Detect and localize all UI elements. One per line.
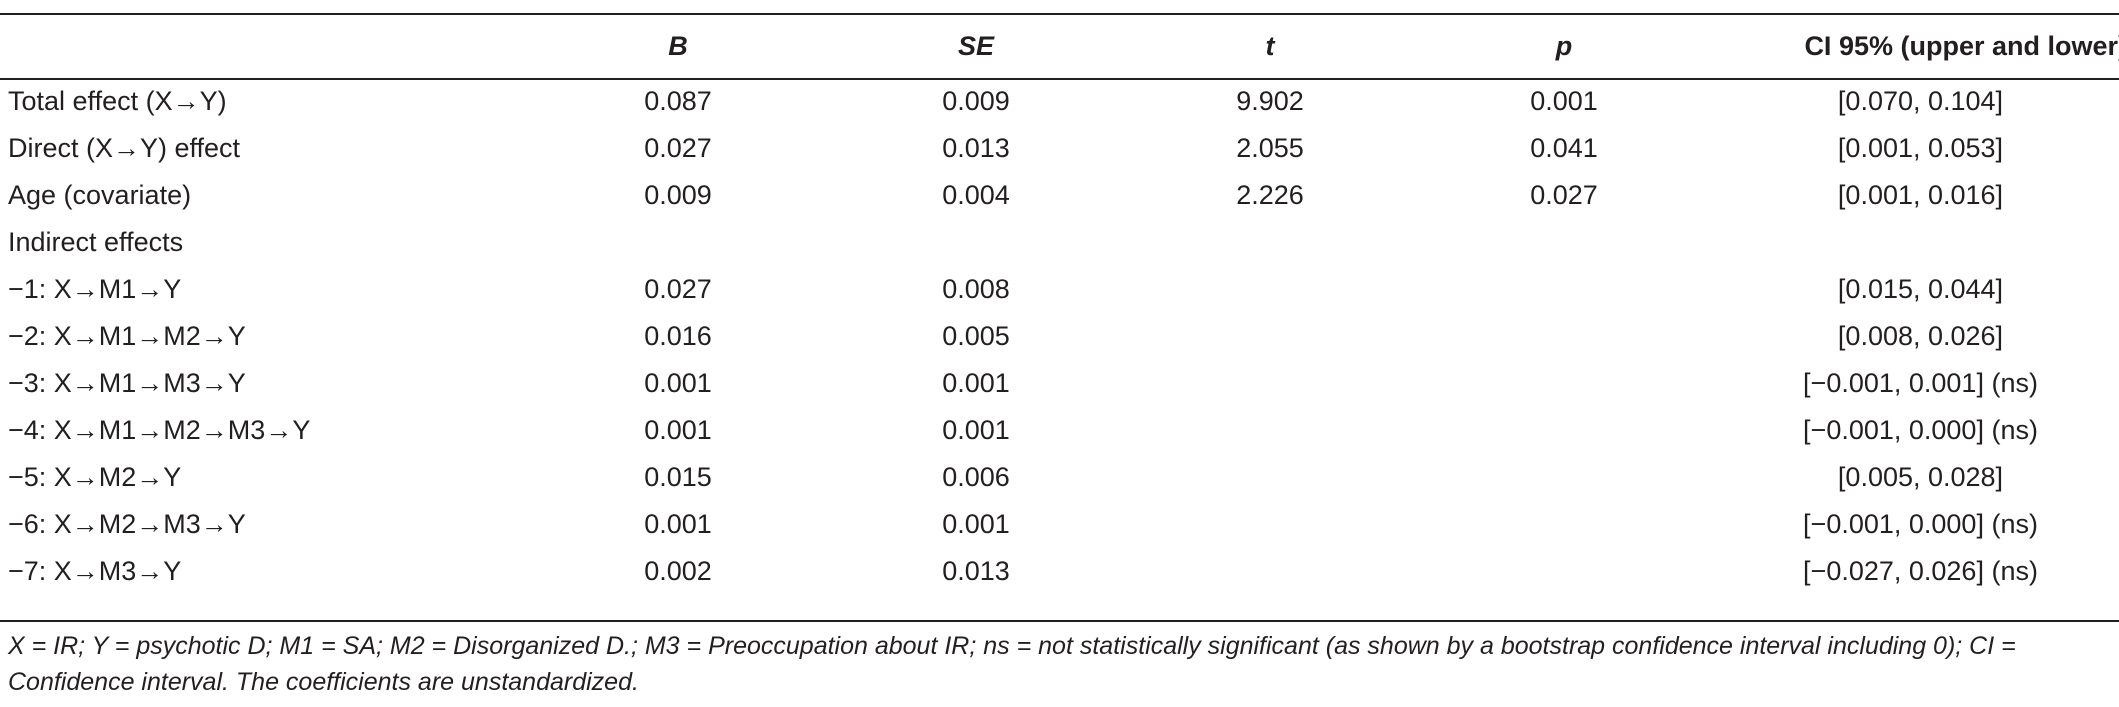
- cell-ci: [0.001, 0.016]: [1837, 180, 2004, 210]
- cell-ci: [−0.027, 0.026] (ns): [1803, 556, 2038, 586]
- cell-label: −2: X→M1→M2→Y: [8, 321, 246, 351]
- cell-b: [528, 219, 828, 266]
- cell-p: [1416, 501, 1712, 548]
- cell-ci: [1712, 219, 2119, 266]
- cell-label: −3: X→M1→M3→Y: [8, 368, 246, 398]
- header-ci: CI 95% (upper and lower): [1804, 31, 2119, 61]
- header-t-text: t: [1265, 31, 1275, 61]
- cell-b: 0.009: [644, 180, 712, 210]
- cell-ci: [0.001, 0.053]: [1837, 133, 2004, 163]
- table-header-rule: [0, 78, 2119, 80]
- cell-ci: [−0.001, 0.001] (ns): [1803, 368, 2038, 398]
- cell-ci: [0.005, 0.028]: [1837, 462, 2004, 492]
- cell-b: 0.001: [644, 368, 712, 398]
- table-row: −1: X→M1→Y 0.027 0.008 [0.015, 0.044]: [0, 266, 2119, 313]
- cell-ci: [−0.001, 0.000] (ns): [1803, 509, 2038, 539]
- cell-p: 0.001: [1530, 86, 1598, 116]
- cell-t: [1124, 548, 1416, 595]
- cell-se: 0.001: [942, 509, 1010, 539]
- cell-ci: [0.015, 0.044]: [1837, 274, 2004, 304]
- cell-b: 0.002: [644, 556, 712, 586]
- cell-p: 0.027: [1530, 180, 1598, 210]
- cell-t: [1124, 313, 1416, 360]
- cell-p: [1416, 454, 1712, 501]
- cell-t: [1124, 219, 1416, 266]
- cell-ci: [−0.001, 0.000] (ns): [1803, 415, 2038, 445]
- cell-t: 9.902: [1236, 86, 1304, 116]
- header-p-text: p: [1555, 31, 1573, 61]
- header-se: SE: [828, 15, 1124, 78]
- cell-label: Indirect effects: [8, 227, 184, 257]
- header-se-text: SE: [957, 31, 995, 61]
- table-row: Direct (X→Y) effect 0.027 0.013 2.055 0.041 […: [0, 125, 2119, 172]
- cell-b: 0.015: [644, 462, 712, 492]
- cell-t: [1124, 454, 1416, 501]
- cell-se: 0.013: [942, 133, 1010, 163]
- header-row: B SE t p CI 95% (upper and lower): [0, 15, 2119, 78]
- cell-b: 0.087: [644, 86, 712, 116]
- cell-se: 0.009: [942, 86, 1010, 116]
- cell-p: [1416, 313, 1712, 360]
- cell-b: 0.027: [644, 133, 712, 163]
- cell-label: Total effect (X→Y): [8, 86, 227, 116]
- cell-se: [828, 219, 1124, 266]
- cell-p: [1416, 219, 1712, 266]
- cell-t: [1124, 266, 1416, 313]
- cell-b: 0.001: [644, 509, 712, 539]
- header-b: B: [528, 15, 828, 78]
- cell-t: [1124, 501, 1416, 548]
- cell-label: Direct (X→Y) effect: [8, 133, 241, 163]
- cell-se: 0.013: [942, 556, 1010, 586]
- cell-p: [1416, 548, 1712, 595]
- table-row: Indirect effects: [0, 219, 2119, 266]
- cell-se: 0.001: [942, 368, 1010, 398]
- table-row: −4: X→M1→M2→M3→Y 0.001 0.001 [−0.001, 0.000…: [0, 407, 2119, 454]
- cell-se: 0.005: [942, 321, 1010, 351]
- table-body: Total effect (X→Y) 0.087 0.009 9.902 0.001 [0…: [0, 78, 2119, 595]
- table-row: −7: X→M3→Y 0.002 0.013 [−0.027, 0.026] (ns): [0, 548, 2119, 595]
- cell-p: [1416, 360, 1712, 407]
- table-row: −2: X→M1→M2→Y 0.016 0.005 [0.008, 0.026]: [0, 313, 2119, 360]
- cell-p: 0.041: [1530, 133, 1598, 163]
- cell-p: [1416, 407, 1712, 454]
- cell-t: [1124, 360, 1416, 407]
- cell-b: 0.001: [644, 415, 712, 445]
- cell-t: 2.226: [1236, 180, 1304, 210]
- header-t: t: [1124, 15, 1416, 78]
- cell-label: −4: X→M1→M2→M3→Y: [8, 415, 311, 445]
- cell-ci: [0.008, 0.026]: [1837, 321, 2004, 351]
- mediation-results-table: B SE t p CI 95% (upper and lower) Total …: [0, 15, 2119, 595]
- table-footnote: X = IR; Y = psychotic D; M1 = SA; M2 = D…: [8, 632, 2016, 696]
- table-row: Age (covariate) 0.009 0.004 2.226 0.027 [0.00…: [0, 172, 2119, 219]
- cell-label: −7: X→M3→Y: [8, 556, 182, 586]
- cell-se: 0.006: [942, 462, 1010, 492]
- header-b-text: B: [668, 31, 688, 61]
- cell-label: Age (covariate): [8, 180, 192, 210]
- cell-t: 2.055: [1236, 133, 1304, 163]
- cell-se: 0.004: [942, 180, 1010, 210]
- cell-p: [1416, 266, 1712, 313]
- cell-label: −6: X→M2→M3→Y: [8, 509, 246, 539]
- table-row: Total effect (X→Y) 0.087 0.009 9.902 0.001 [0…: [0, 78, 2119, 125]
- table-row: −5: X→M2→Y 0.015 0.006 [0.005, 0.028]: [0, 454, 2119, 501]
- header-p: p: [1416, 15, 1712, 78]
- table-bottom-rule: [0, 620, 2119, 622]
- cell-b: 0.027: [644, 274, 712, 304]
- table-header: B SE t p CI 95% (upper and lower): [0, 15, 2119, 78]
- cell-ci: [0.070, 0.104]: [1837, 86, 2004, 116]
- table-row: −3: X→M1→M3→Y 0.001 0.001 [−0.001, 0.001] (…: [0, 360, 2119, 407]
- cell-label: −1: X→M1→Y: [8, 274, 182, 304]
- cell-b: 0.016: [644, 321, 712, 351]
- cell-t: [1124, 407, 1416, 454]
- cell-se: 0.008: [942, 274, 1010, 304]
- table-row: −6: X→M2→M3→Y 0.001 0.001 [−0.001, 0.000] (…: [0, 501, 2119, 548]
- cell-se: 0.001: [942, 415, 1010, 445]
- cell-label: −5: X→M2→Y: [8, 462, 182, 492]
- table-top-rule: [0, 13, 2119, 15]
- header-label: [0, 15, 528, 78]
